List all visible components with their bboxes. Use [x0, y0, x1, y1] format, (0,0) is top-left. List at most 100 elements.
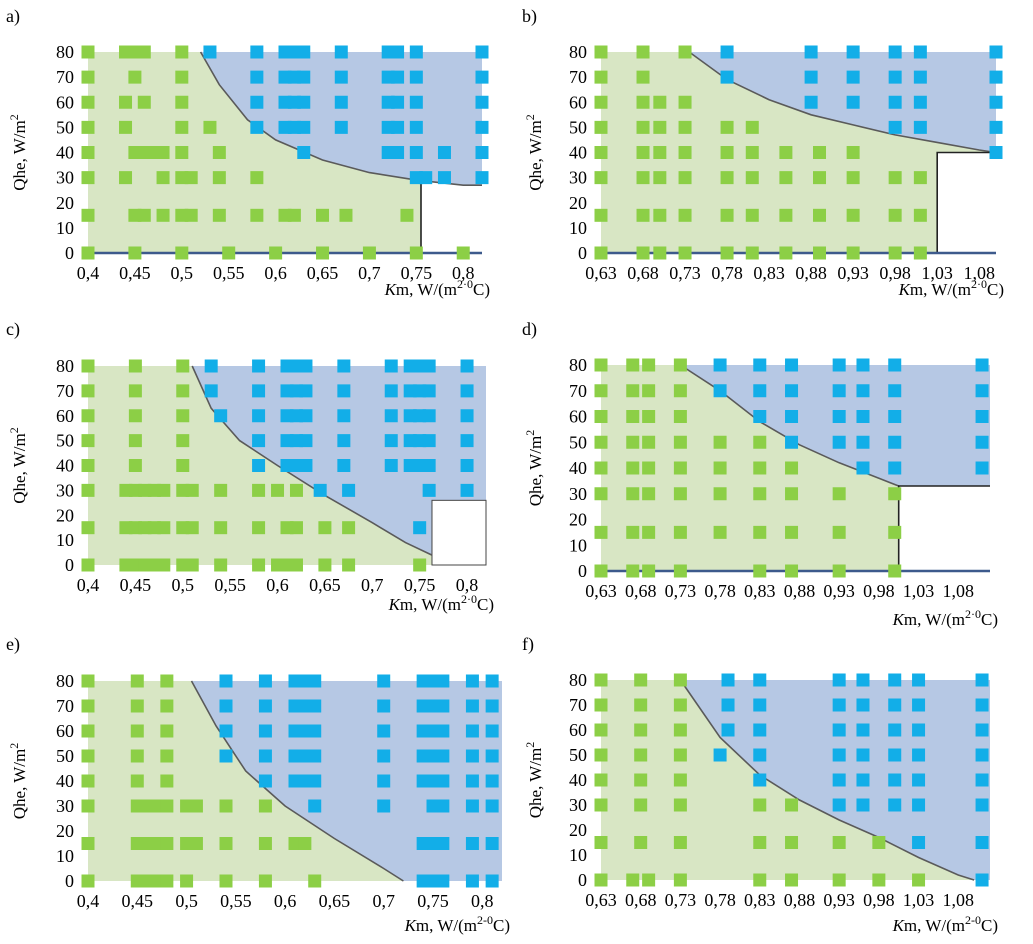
data-point	[485, 749, 499, 763]
data-point	[813, 246, 827, 260]
data-point	[384, 359, 398, 373]
x-tick-label: 0,63	[585, 890, 617, 910]
data-point	[832, 525, 846, 539]
data-point	[342, 558, 356, 572]
data-point	[81, 558, 95, 572]
data-point	[377, 799, 391, 813]
data-point	[180, 837, 194, 850]
data-point	[426, 674, 440, 688]
data-point	[989, 45, 1003, 59]
data-point	[426, 874, 440, 888]
data-point	[713, 487, 727, 501]
data-point	[846, 45, 860, 59]
data-point	[888, 120, 902, 134]
data-point	[150, 874, 164, 888]
y-axis-label: Qhe, W/m2	[7, 427, 29, 504]
data-point	[426, 837, 440, 850]
data-point	[653, 171, 667, 185]
data-point	[308, 674, 322, 688]
x-tick-label: 0,4	[77, 263, 100, 283]
data-point	[258, 724, 272, 738]
data-point	[745, 120, 759, 134]
data-point	[271, 483, 285, 497]
data-point	[377, 724, 391, 738]
data-point	[653, 146, 667, 159]
data-point	[204, 359, 218, 373]
data-point	[594, 95, 608, 109]
data-point	[81, 874, 95, 888]
data-point	[130, 837, 144, 850]
data-point	[626, 410, 640, 423]
data-point	[252, 558, 266, 572]
x-tick-label: 0,93	[823, 581, 855, 601]
data-point	[912, 723, 926, 737]
data-point	[140, 799, 154, 813]
data-point	[137, 95, 151, 109]
data-point	[678, 120, 692, 134]
data-point	[626, 461, 640, 475]
data-point	[422, 434, 436, 448]
x-tick-label: 0,98	[863, 890, 895, 910]
data-point	[753, 358, 767, 372]
data-point	[288, 774, 302, 788]
data-point	[475, 171, 489, 185]
panel-label: d)	[522, 319, 537, 340]
data-point	[81, 359, 95, 373]
data-point	[636, 246, 650, 260]
data-point	[745, 208, 759, 222]
y-tick-label: 20	[56, 821, 74, 841]
data-point	[753, 698, 767, 712]
data-point	[384, 384, 398, 398]
data-point	[437, 171, 451, 185]
data-point	[888, 246, 902, 260]
data-point	[673, 748, 687, 762]
data-point	[391, 70, 405, 84]
data-point	[81, 483, 95, 497]
data-point	[832, 673, 846, 687]
data-point	[180, 874, 194, 888]
x-axis-label: Km, W/(m2·0C)	[892, 607, 998, 629]
panel-label: a)	[6, 6, 20, 27]
data-point	[626, 873, 640, 887]
data-point	[422, 483, 436, 497]
data-point	[872, 836, 886, 849]
data-point	[297, 95, 311, 109]
data-point	[594, 673, 608, 687]
data-point	[753, 487, 767, 501]
y-tick-label: 60	[569, 407, 587, 427]
data-point	[856, 748, 870, 762]
data-point	[642, 564, 656, 578]
y-tick-label: 10	[569, 535, 587, 555]
x-tick-label: 0,83	[744, 890, 776, 910]
data-point	[128, 459, 142, 472]
x-tick-label: 0,78	[711, 263, 743, 283]
y-axis-label: Qhe, W/m2	[523, 742, 545, 819]
panel-label: c)	[6, 319, 20, 340]
data-point	[204, 384, 218, 398]
data-point	[258, 774, 272, 788]
data-point	[485, 799, 499, 813]
y-tick-label: 80	[56, 356, 74, 376]
data-point	[157, 521, 171, 535]
data-point	[642, 461, 656, 475]
data-point	[485, 724, 499, 738]
data-point	[913, 95, 927, 109]
x-tick-label: 0,73	[665, 890, 697, 910]
boundary-curve	[688, 51, 997, 154]
data-point	[400, 208, 414, 222]
data-point	[673, 673, 687, 687]
data-point	[888, 748, 902, 762]
y-tick-label: 30	[569, 484, 587, 504]
data-point	[465, 837, 479, 850]
data-point	[888, 70, 902, 84]
x-tick-label: 0,93	[823, 890, 855, 910]
data-point	[436, 724, 450, 738]
data-point	[673, 773, 687, 787]
y-tick-label: 30	[569, 168, 587, 188]
data-point	[975, 461, 989, 475]
data-point	[678, 45, 692, 59]
data-point	[81, 384, 95, 398]
y-tick-label: 70	[56, 67, 74, 87]
data-point	[912, 836, 926, 849]
data-point	[713, 384, 727, 398]
